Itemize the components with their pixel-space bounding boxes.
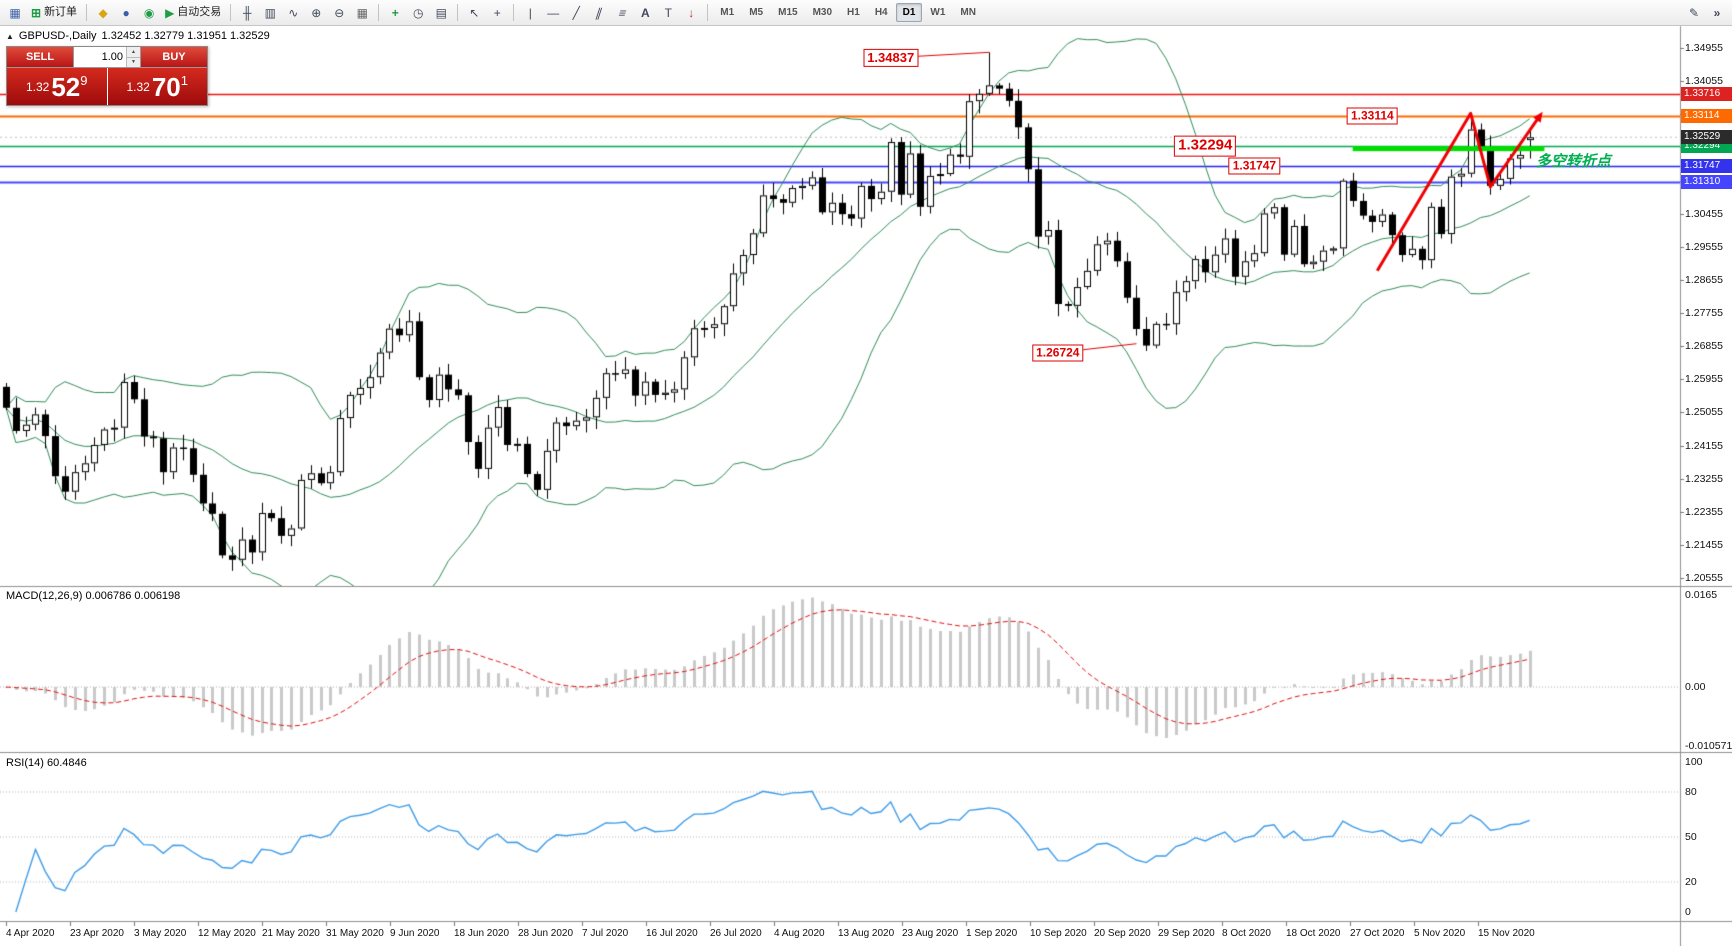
volume-increase-icon[interactable]: ▲: [127, 47, 140, 58]
timeframe-m1-button[interactable]: M1: [720, 7, 735, 18]
fibonacci-icon[interactable]: ≡: [616, 5, 629, 20]
zoom-in-icon[interactable]: ⊕: [311, 5, 322, 20]
timeframe-h4-button[interactable]: H4: [874, 7, 888, 18]
line-chart-icon[interactable]: ∿: [288, 5, 299, 20]
symbol-period-label: GBPUSD-,Daily: [18, 30, 97, 42]
charts-window-icon[interactable]: ▦: [9, 5, 21, 20]
one-click-price-row: 1.32 52 9 1.32 70 1: [7, 68, 207, 105]
timeframe-mn-button[interactable]: MN: [960, 7, 976, 18]
one-click-trading-panel: SELL ▲ ▼ BUY 1.32 52 9 1.32 70 1: [6, 46, 208, 106]
vertical-line-icon[interactable]: |: [528, 5, 532, 20]
timeframe-w1-button[interactable]: W1: [930, 7, 946, 18]
timeframe-m5-button[interactable]: M5: [749, 7, 764, 18]
templates-icon[interactable]: ▤: [435, 5, 447, 20]
crosshair-icon[interactable]: +: [493, 5, 501, 20]
toolbar-separator: [707, 4, 709, 21]
funds-icon[interactable]: ◆: [98, 5, 108, 20]
channel-icon[interactable]: ∥: [594, 5, 605, 20]
timeframe-d1-button[interactable]: D1: [895, 3, 923, 22]
toolbar-separator: [378, 4, 380, 21]
ohlc-values: 1.32452 1.32779 1.31951 1.32529: [101, 30, 270, 42]
cursor-icon[interactable]: ↖: [469, 5, 480, 20]
autotrading-button[interactable]: ▶ 自动交易: [161, 2, 225, 24]
community-icon[interactable]: ◉: [143, 5, 155, 20]
one-click-top-row: SELL ▲ ▼ BUY: [7, 47, 207, 68]
toolbar-separator: [230, 4, 232, 21]
bar-chart-icon[interactable]: ╫: [243, 5, 252, 20]
volume-decrease-icon[interactable]: ▼: [127, 57, 140, 67]
candlestick-chart-icon[interactable]: ▥: [264, 5, 276, 20]
timeframe-h1-button[interactable]: H1: [847, 7, 860, 18]
sell-price-big: 52: [51, 71, 81, 102]
sell-price-sup: 9: [80, 73, 88, 88]
profile-icon[interactable]: ●: [122, 5, 130, 20]
buy-button[interactable]: BUY: [141, 47, 207, 67]
toolbar-overflow-icon[interactable]: »: [1713, 5, 1721, 20]
periods-icon[interactable]: ◷: [413, 5, 424, 20]
bull-bear-turning-point-annotation: 多空转折点: [1536, 153, 1612, 170]
toolbar-separator: [457, 4, 459, 21]
one-click-collapse-icon[interactable]: ▲: [6, 31, 14, 41]
pencil-icon[interactable]: ✎: [1688, 5, 1700, 20]
autotrading-play-icon: ▶: [165, 5, 175, 20]
toolbar-separator: [86, 4, 88, 21]
volume-spinner: ▲ ▼: [126, 47, 140, 67]
timeframe-m30-button[interactable]: M30: [812, 7, 833, 18]
buy-price-big: 70: [151, 71, 181, 102]
rsi-label: RSI(14) 60.4846: [6, 757, 87, 769]
toolbar-separator: [513, 4, 515, 21]
volume-input[interactable]: [74, 47, 126, 67]
main-toolbar: ▦ ⊞ 新订单 ◆ ● ◉ ▶ 自动交易 ╫ ▥ ∿ ⊕ ⊖ ▦ + ◷ ▤ ↖…: [0, 0, 1732, 26]
buy-price[interactable]: 1.32 70 1: [107, 68, 207, 105]
sell-price[interactable]: 1.32 52 9: [7, 68, 108, 105]
sell-button[interactable]: SELL: [7, 47, 73, 67]
new-order-button[interactable]: ⊞ 新订单: [27, 2, 81, 24]
indicators-icon[interactable]: +: [391, 5, 399, 20]
buy-price-prefix: 1.32: [126, 79, 150, 94]
text-label-icon[interactable]: T: [664, 5, 672, 20]
autotrading-label: 自动交易: [177, 6, 222, 18]
chart-header: ▲ GBPUSD-,Daily 1.32452 1.32779 1.31951 …: [6, 30, 270, 42]
zoom-out-icon[interactable]: ⊖: [334, 5, 345, 20]
horizontal-line-icon[interactable]: —: [547, 5, 560, 20]
macd-label: MACD(12,26,9) 0.006786 0.006198: [6, 590, 181, 602]
buy-price-sup: 1: [180, 73, 188, 88]
timeframe-m15-button[interactable]: M15: [778, 7, 798, 18]
new-order-icon: ⊞: [31, 5, 42, 20]
trendline-icon[interactable]: ╱: [572, 5, 580, 20]
arrows-icon[interactable]: ↓: [688, 5, 695, 20]
volume-box: ▲ ▼: [73, 47, 141, 67]
sell-price-prefix: 1.32: [25, 79, 50, 94]
tile-windows-icon[interactable]: ▦: [356, 5, 368, 20]
new-order-label: 新订单: [44, 6, 78, 18]
text-icon[interactable]: A: [640, 5, 650, 20]
